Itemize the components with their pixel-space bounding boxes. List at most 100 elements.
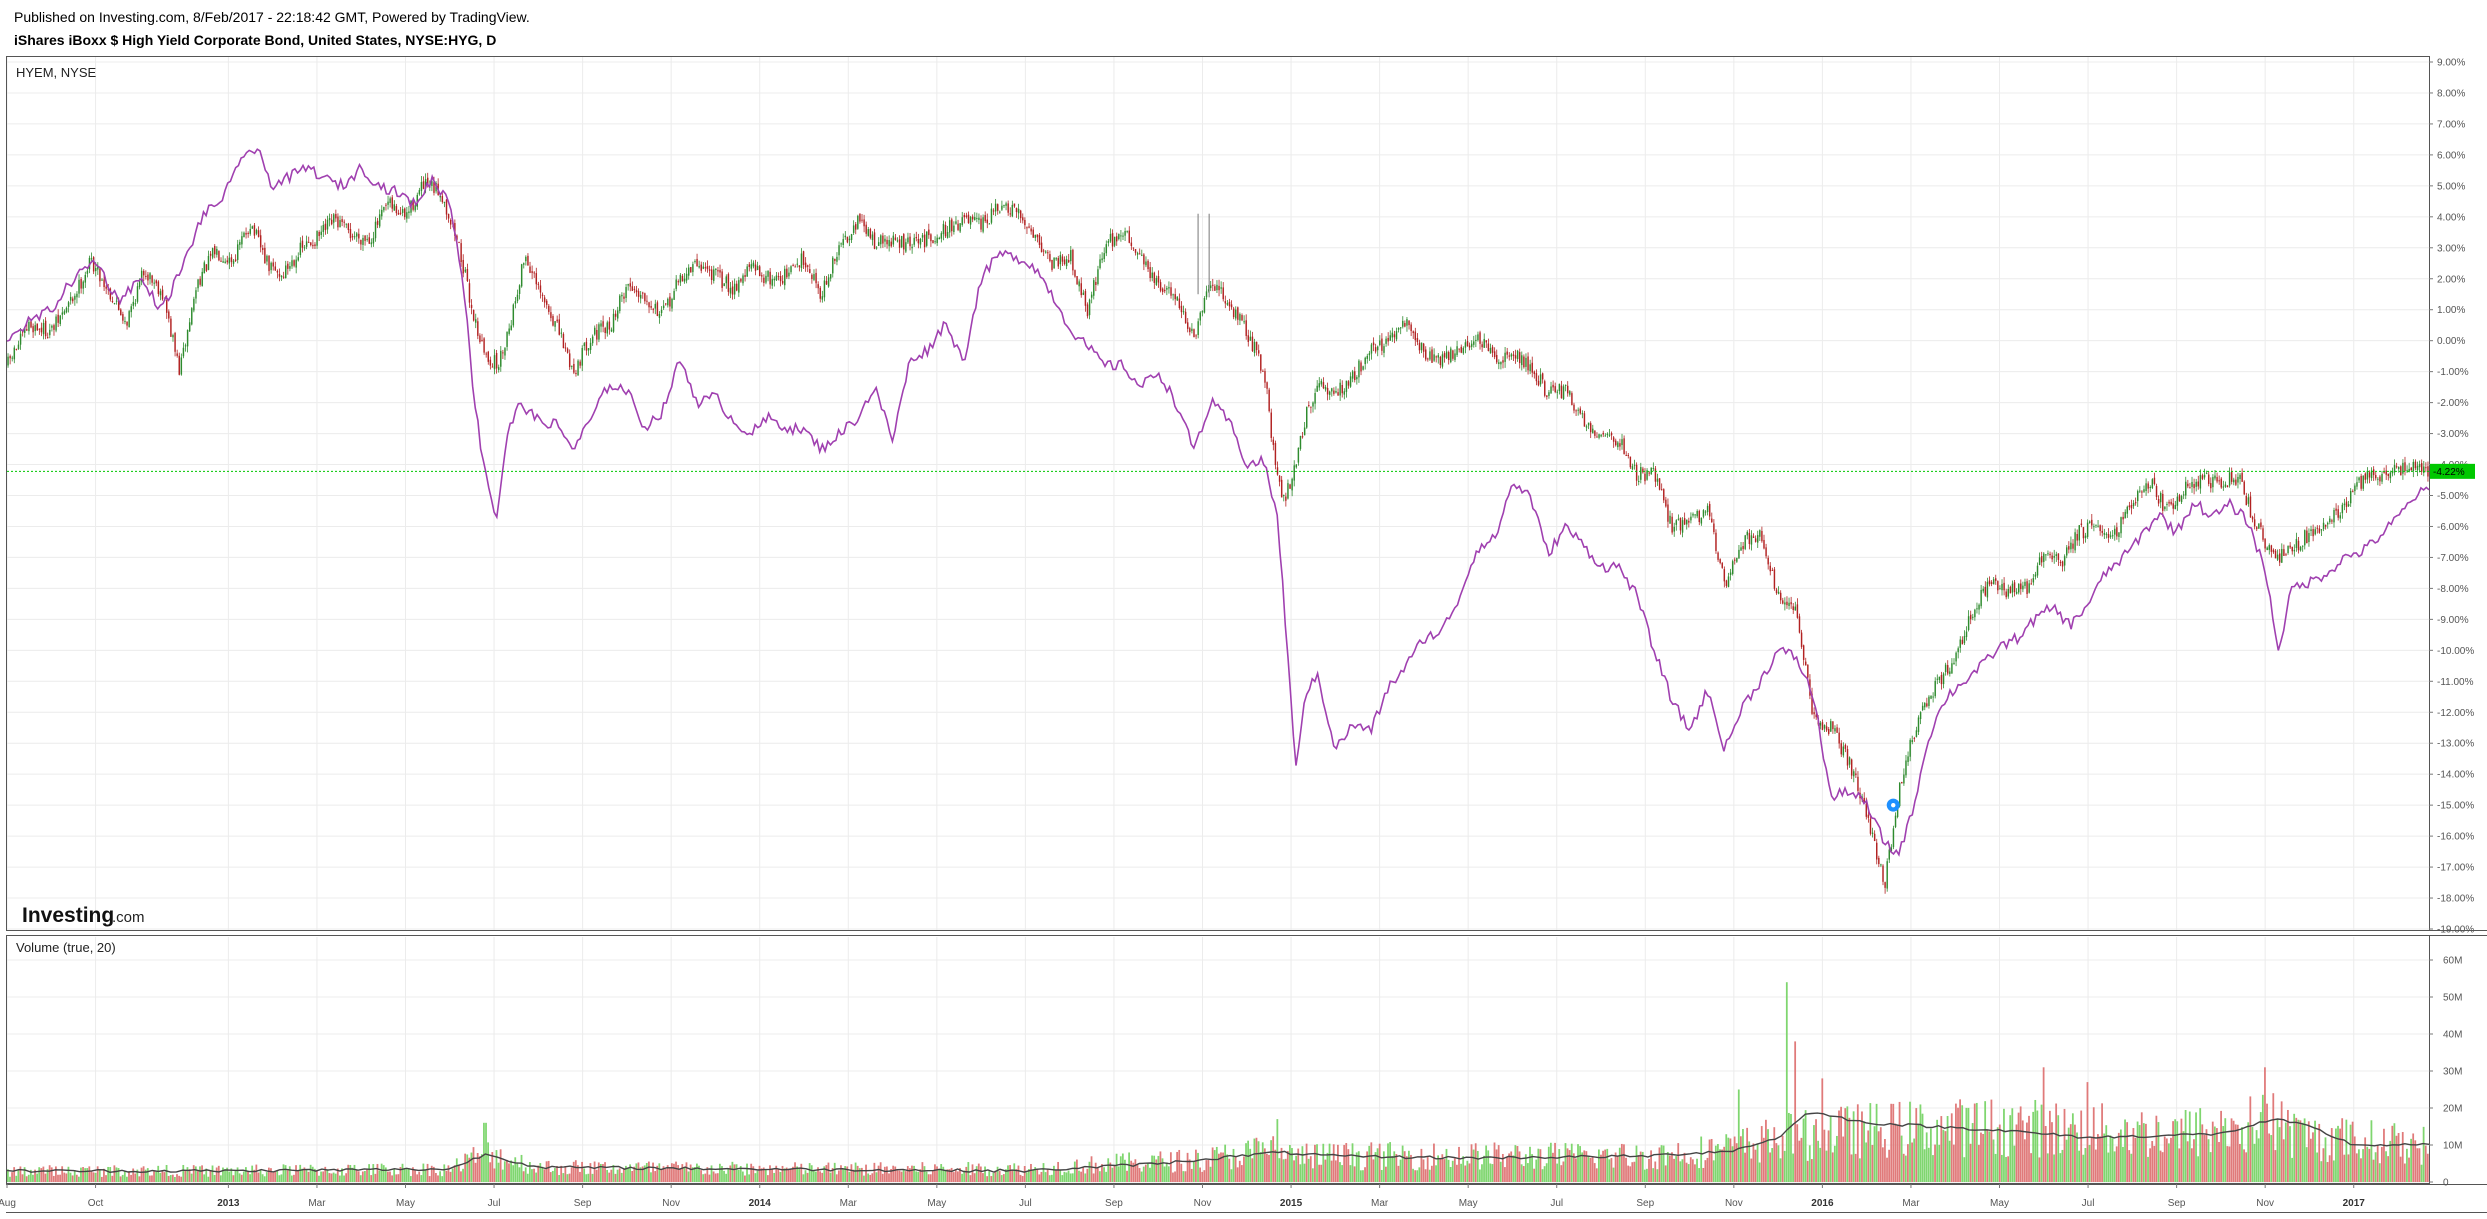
candle-body (376, 220, 379, 225)
volume-bar (1182, 1171, 1185, 1182)
volume-bar (702, 1174, 705, 1182)
candle-body (2393, 465, 2396, 473)
volume-bar (1430, 1165, 1433, 1182)
volume-bar (1777, 1145, 1780, 1182)
price-axis-label: -2.00% (2437, 398, 2469, 409)
candle-body (266, 255, 268, 262)
volume-bar (2278, 1127, 2281, 1182)
volume-bar (1527, 1163, 1529, 1182)
volume-bar (123, 1171, 126, 1182)
volume-bar (2213, 1126, 2216, 1182)
volume-bar (1038, 1174, 1041, 1182)
candle-body (2312, 529, 2314, 537)
candle-body (2024, 581, 2026, 586)
volume-bar (349, 1165, 352, 1182)
volume-bar (666, 1165, 669, 1182)
candle-body (1147, 260, 1149, 270)
candle-body (1245, 320, 1247, 336)
candle-body (1076, 276, 1078, 285)
volume-bar (2149, 1148, 2151, 1182)
candle-body (1873, 833, 1876, 841)
volume-bar (2086, 1082, 2089, 1182)
candle-body (143, 270, 145, 276)
candle-body (1105, 244, 1108, 254)
volume-bar (94, 1172, 97, 1182)
candle-body (999, 211, 1001, 213)
candle-body (95, 267, 97, 272)
volume-bar (2172, 1121, 2174, 1182)
volume-bar (470, 1152, 473, 1182)
candle-body (339, 220, 341, 228)
volume-bar (1884, 1139, 1886, 1182)
candle-body (1109, 233, 1112, 242)
candle-body (1003, 205, 1005, 207)
candle-body (1855, 773, 1857, 776)
volume-bar (585, 1174, 588, 1182)
candle-body (748, 264, 750, 267)
volume-bar (1057, 1161, 1060, 1182)
candle-body (2147, 483, 2149, 489)
candle-body (896, 240, 899, 242)
candle-body (1011, 204, 1014, 217)
volume-bar (61, 1166, 64, 1182)
current-value-label: -4.22% (2433, 467, 2465, 478)
dividend-event-marker[interactable] (1886, 798, 1900, 812)
price-axis: 9.00%8.00%7.00%6.00%5.00%4.00%3.00%2.00%… (2429, 58, 2474, 936)
volume-bar (913, 1165, 915, 1182)
candle-body (786, 268, 788, 278)
time-axis-label: 2016 (1811, 1198, 1834, 1209)
volume-bar (1671, 1152, 1673, 1182)
volume-bar (1848, 1117, 1851, 1182)
candle-body (184, 345, 187, 347)
volume-bar (714, 1173, 717, 1182)
volume-bar (2069, 1124, 2072, 1182)
volume-bar (301, 1168, 304, 1182)
time-axis-label: Oct (88, 1198, 104, 1209)
volume-bar (1069, 1173, 1072, 1182)
candle-body (2258, 523, 2260, 529)
candle-body (2207, 474, 2210, 484)
candle-body (343, 221, 345, 223)
candle-body (1571, 393, 1573, 405)
volume-bar (2109, 1135, 2112, 1182)
candle-body (1938, 676, 1941, 680)
candle-body (1379, 340, 1381, 345)
candle-body (2272, 549, 2275, 553)
volume-bar (2347, 1154, 2350, 1182)
volume-bar (2186, 1141, 2189, 1182)
volume-bar (1042, 1163, 1045, 1182)
candle-body (990, 208, 993, 223)
volume-bar (1205, 1160, 1208, 1182)
candle-body (2375, 475, 2377, 479)
candle-body (2293, 549, 2296, 552)
candle-body (63, 311, 66, 314)
volume-bar (169, 1175, 172, 1182)
candle-body (1186, 322, 1189, 329)
candle-body (1189, 328, 1191, 333)
candle-body (1792, 606, 1794, 610)
candle-body (1506, 351, 1508, 355)
volume-bar (466, 1154, 469, 1182)
time-axis-label: May (1990, 1198, 2009, 1209)
candle-body (2103, 533, 2106, 535)
candle-body (1157, 276, 1160, 283)
volume-bar (1126, 1170, 1128, 1182)
candle-body (2327, 522, 2329, 525)
volume-bar (1819, 1147, 1822, 1182)
volume-bar (399, 1167, 402, 1182)
candle-body (1498, 362, 1500, 365)
volume-bar (1585, 1151, 1588, 1182)
volume-bar (1923, 1149, 1926, 1182)
candle-body (1926, 703, 1928, 707)
volume-bar (906, 1166, 909, 1182)
candle-body (1744, 535, 1746, 549)
candle-body (1289, 484, 1291, 489)
volume-bar (2245, 1152, 2248, 1182)
volume-bar (165, 1165, 168, 1182)
volume-bar (1660, 1145, 1663, 1182)
volume-bar (2170, 1137, 2172, 1182)
volume-bar (1708, 1139, 1711, 1182)
candle-body (2097, 525, 2099, 527)
volume-bar (804, 1170, 807, 1182)
